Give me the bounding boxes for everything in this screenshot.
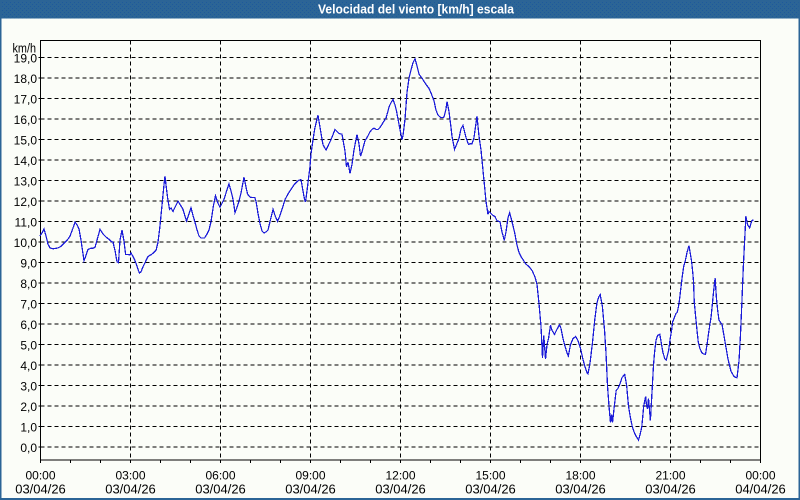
svg-text:7,0: 7,0 [20,298,37,312]
svg-text:11,0: 11,0 [15,216,38,230]
svg-text:km/h: km/h [13,40,37,55]
svg-text:14,0: 14,0 [14,154,38,168]
svg-text:04/04/26: 04/04/26 [735,482,786,497]
svg-text:3,0: 3,0 [20,380,37,394]
svg-text:13,0: 13,0 [14,175,38,189]
svg-text:18:00: 18:00 [565,469,595,483]
svg-text:10,0: 10,0 [14,236,38,250]
svg-text:03/04/26: 03/04/26 [555,482,606,497]
svg-text:03/04/26: 03/04/26 [285,482,336,497]
svg-text:2,0: 2,0 [20,400,37,414]
svg-text:03:00: 03:00 [115,469,145,483]
svg-text:1,0: 1,0 [20,421,37,435]
svg-text:03/04/26: 03/04/26 [105,482,156,497]
svg-text:12,0: 12,0 [14,195,38,209]
svg-text:16,0: 16,0 [14,113,38,127]
svg-text:5,0: 5,0 [20,339,37,353]
svg-text:4,0: 4,0 [20,359,37,373]
svg-text:03/04/26: 03/04/26 [465,482,516,497]
svg-text:15:00: 15:00 [475,469,505,483]
svg-text:09:00: 09:00 [295,469,325,483]
svg-text:19,0: 19,0 [14,52,38,66]
svg-text:17,0: 17,0 [14,93,38,107]
svg-text:03/04/26: 03/04/26 [375,482,426,497]
svg-text:18,0: 18,0 [14,72,38,86]
svg-text:03/04/26: 03/04/26 [645,482,696,497]
svg-text:6,0: 6,0 [20,318,37,332]
svg-text:9,0: 9,0 [20,257,37,271]
svg-text:00:00: 00:00 [25,469,55,483]
svg-text:06:00: 06:00 [205,469,235,483]
svg-text:12:00: 12:00 [385,469,415,483]
svg-text:03/04/26: 03/04/26 [15,482,66,497]
svg-text:00:00: 00:00 [745,469,775,483]
svg-text:0,0: 0,0 [20,441,37,455]
svg-text:Velocidad del viento [km/h] es: Velocidad del viento [km/h] escala [318,2,515,17]
svg-text:15,0: 15,0 [14,134,38,148]
svg-text:8,0: 8,0 [20,277,37,291]
svg-text:21:00: 21:00 [655,469,685,483]
svg-text:03/04/26: 03/04/26 [195,482,246,497]
